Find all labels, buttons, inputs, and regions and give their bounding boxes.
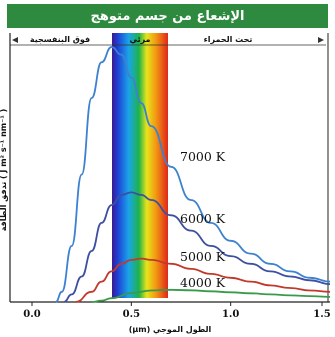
series-label-7000: 7000 K [180,149,226,164]
series-label-4000: 4000 K [180,275,226,290]
series-label-5000: 5000 K [180,249,226,264]
visible-spectrum-band [112,33,168,298]
series-line-4000k [91,288,331,303]
x-tick-label: 0.0 [23,309,40,320]
region-label-ir: تحت الحمراء [204,35,253,44]
x-tick-label: 1.0 [222,309,239,320]
arrow-right-ir [318,37,324,43]
series-line-6000k [63,191,331,303]
series-label-6000: 6000 K [180,211,226,226]
region-label-uv: فوق البنفسجية [30,35,90,44]
x-tick-label: 0.5 [123,309,140,320]
region-label-visible: مرئي [129,35,150,44]
x-ticks: 0.0 0.5 1.0 1.5 [23,302,331,320]
series-line-7000k [55,46,331,303]
arrow-left-uv [12,37,18,43]
series-line-5000k [75,257,331,303]
x-tick-label: 1.5 [313,309,330,320]
y-axis-label: تدفق الطاقة ( J m² s⁻¹ nm⁻¹ ) [0,109,8,232]
chart-title: الإشعاع من جسم متوهج [7,4,328,28]
x-axis-label: الطول الموجي (μm) [129,325,212,334]
curves [55,46,331,303]
region-header: فوق البنفسجية مرئي تحت الحمراء [10,35,326,46]
